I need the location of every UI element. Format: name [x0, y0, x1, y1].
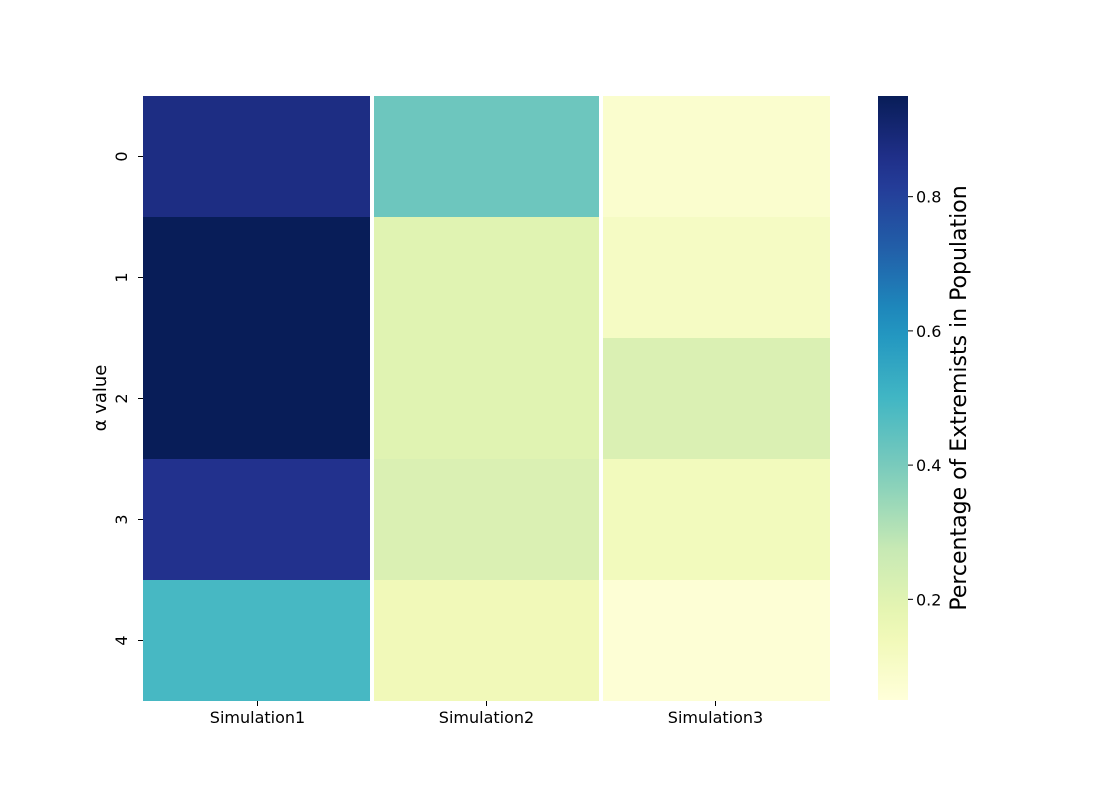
colorbar-tick-label: 0.8	[916, 188, 941, 207]
heatmap-cell	[601, 580, 830, 701]
x-tick-label: Simulation3	[668, 708, 763, 727]
colorbar-tick-label: 0.2	[916, 590, 941, 609]
heatmap-cell	[601, 338, 830, 459]
heatmap-cell	[372, 580, 601, 701]
y-axis-ticks: 0 1 2 3 4	[112, 151, 143, 646]
y-tick-label: 2	[112, 393, 131, 403]
y-axis-label: α value	[90, 365, 111, 432]
colorbar: 0.2 0.4 0.6 0.8	[878, 96, 941, 700]
x-tick-label: Simulation1	[210, 708, 305, 727]
heatmap-cell	[601, 96, 830, 217]
colorbar-ticks: 0.2 0.4 0.6 0.8	[908, 188, 941, 609]
heatmap-cell	[372, 96, 601, 217]
y-tick-label: 0	[112, 151, 131, 161]
heatmap-cell	[372, 217, 601, 338]
colorbar-label: Percentage of Extremists in Population	[947, 185, 972, 610]
heatmap-cell	[143, 96, 372, 217]
heatmap-cell	[372, 338, 601, 459]
y-tick-label: 4	[112, 635, 131, 645]
colorbar-tick-label: 0.4	[916, 456, 941, 475]
heatmap-cell	[601, 459, 830, 580]
colorbar-gradient	[878, 96, 908, 700]
heatmap-cell	[143, 217, 372, 338]
x-tick-label: Simulation2	[439, 708, 534, 727]
y-tick-label: 1	[112, 272, 131, 282]
heatmap-cells	[143, 96, 830, 701]
y-tick-label: 3	[112, 514, 131, 524]
column-separators	[370, 96, 603, 701]
colorbar-tick-label: 0.6	[916, 322, 941, 341]
heatmap-cell	[143, 459, 372, 580]
heatmap-cell	[601, 217, 830, 338]
heatmap-cell	[372, 459, 601, 580]
column-separator	[370, 96, 374, 701]
heatmap-cell	[143, 580, 372, 701]
heatmap-cell	[143, 338, 372, 459]
column-separator	[599, 96, 603, 701]
x-axis-ticks: Simulation1 Simulation2 Simulation3	[210, 701, 763, 727]
